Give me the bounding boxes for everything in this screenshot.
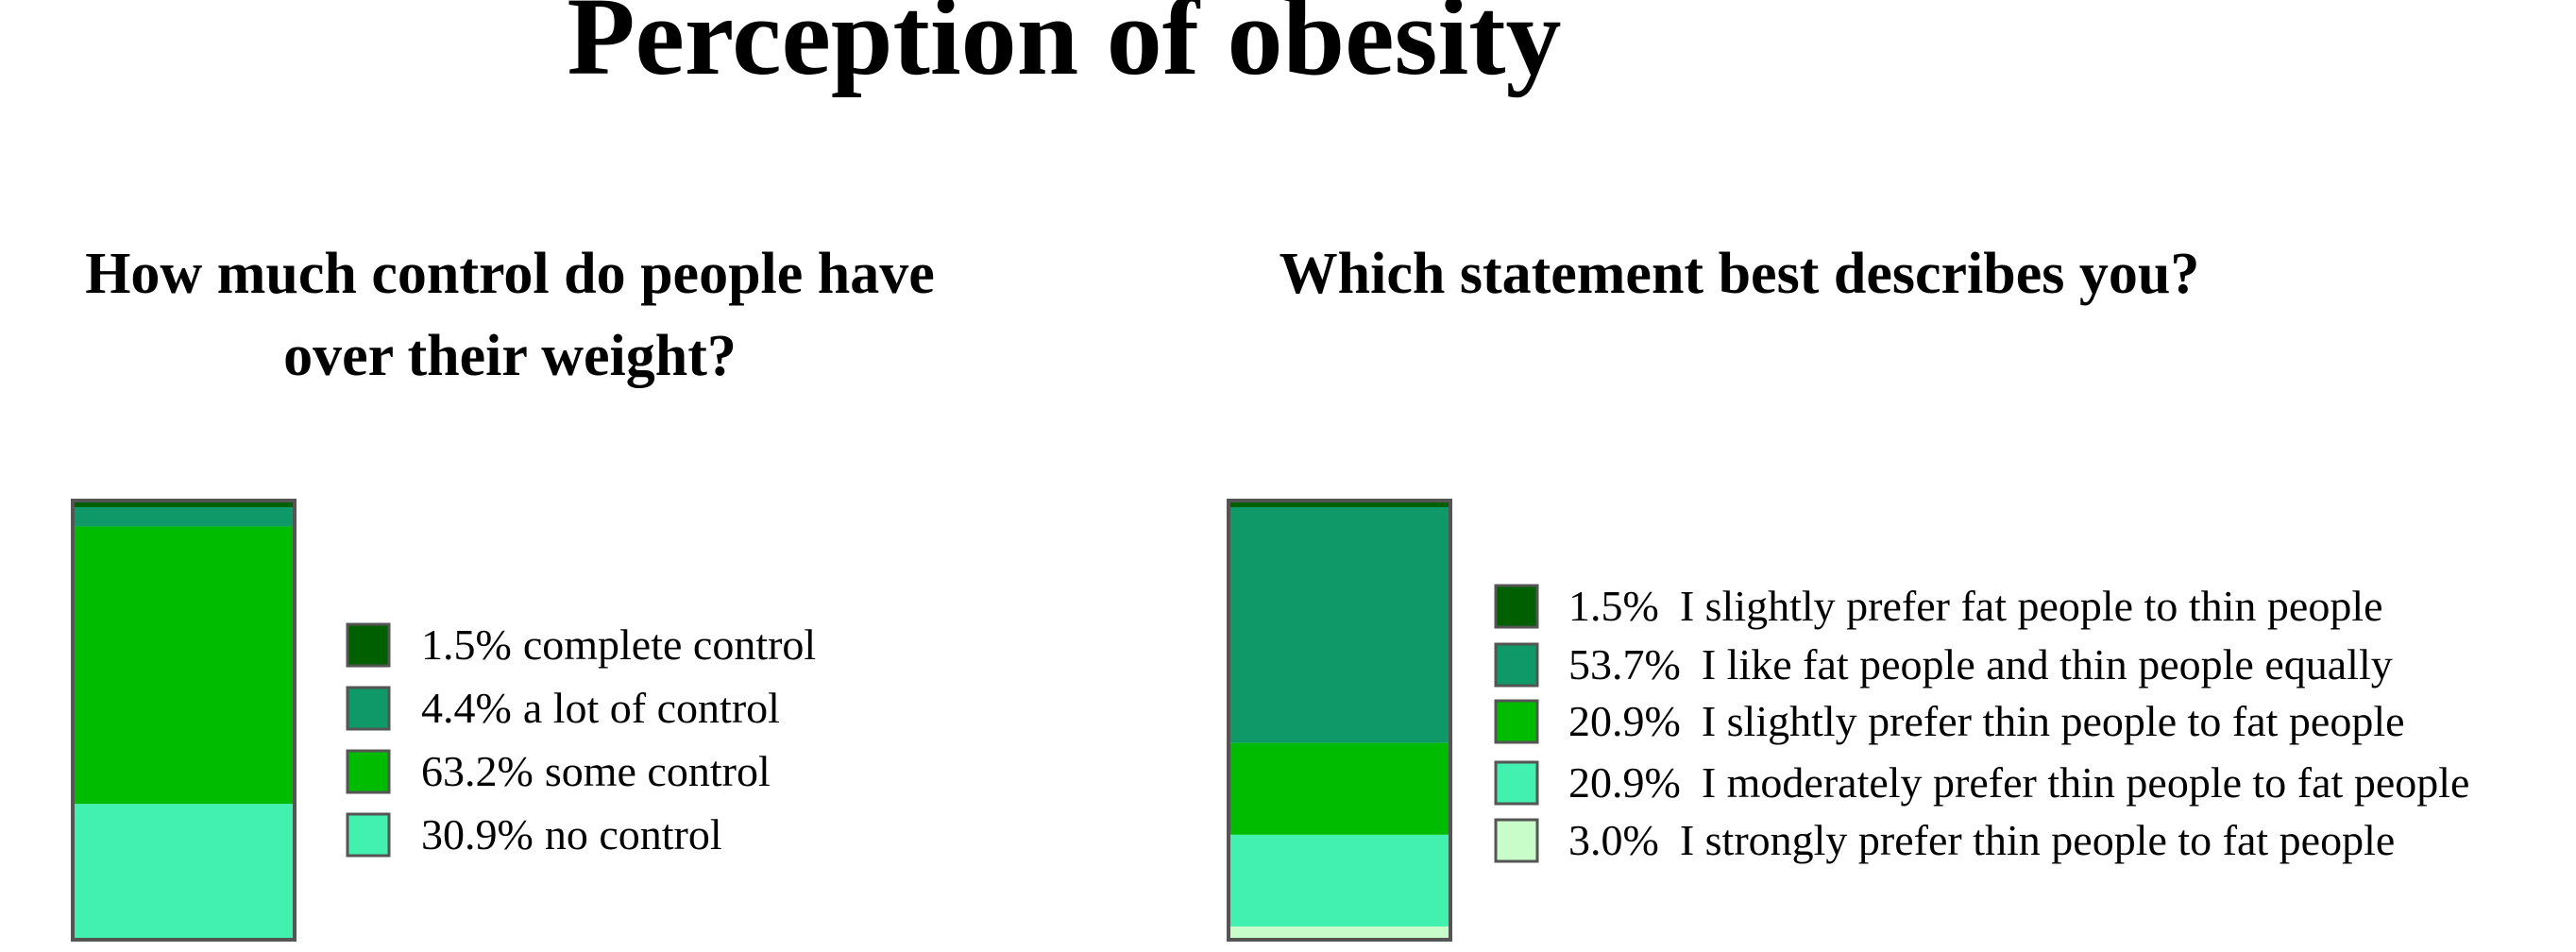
legend-value-label: 1.5% xyxy=(1568,582,1659,630)
bar-segment-some-control xyxy=(73,526,295,805)
legend-entry: 4.4% a lot of control xyxy=(421,684,780,732)
legend-value-label: 20.9% xyxy=(1568,758,1681,807)
legend-label: I moderately prefer thin people to fat p… xyxy=(1702,758,2470,807)
legend-entry: 3.0% I strongly prefer thin people to fat… xyxy=(1568,816,2395,864)
legend-swatch xyxy=(1494,584,1539,629)
chart-title: Perception of obesity xyxy=(567,0,1561,98)
legend-value-label: 53.7% xyxy=(1568,640,1681,688)
legend-swatch xyxy=(1494,760,1539,806)
legend-label: I slightly prefer fat people to thin peo… xyxy=(1680,582,2383,630)
legend-swatch xyxy=(1494,642,1539,688)
bar-segment-a-lot-of-control xyxy=(73,506,295,527)
legend-label: I slightly prefer thin people to fat peo… xyxy=(1702,697,2405,745)
legend-entry: 30.9% no control xyxy=(421,810,722,858)
legend-label: no control xyxy=(545,810,722,858)
subplot-title-line: Which statement best describes you? xyxy=(1280,242,2200,306)
legend-label: a lot of control xyxy=(523,684,780,732)
legend-entry: 20.9% I slightly prefer thin people to fa… xyxy=(1568,697,2405,745)
legend-entry: 1.5% complete control xyxy=(421,620,816,669)
legend-label: some control xyxy=(545,747,771,795)
legend-value-label: 20.9% xyxy=(1568,697,1681,745)
legend-swatch xyxy=(346,812,391,858)
bar-segment-i-strongly-prefer-thin-people-to-fat-people xyxy=(1229,926,1450,940)
legend-swatch xyxy=(346,622,391,668)
subplot-title-line: How much control do people have xyxy=(85,242,935,306)
bar-outline xyxy=(71,499,297,942)
legend-entry: 63.2% some control xyxy=(421,747,771,795)
legend-value-label: 1.5% xyxy=(421,620,512,669)
bar-segment-i-slightly-prefer-thin-people-to-fat-people xyxy=(1229,742,1450,835)
legend-entry: 53.7% I like fat people and thin people e… xyxy=(1568,640,2393,688)
legend-swatch xyxy=(346,686,391,731)
bar-outline xyxy=(1227,499,1452,942)
legend-entry: 20.9% I moderately prefer thin people to … xyxy=(1568,758,2469,807)
legend-value-label: 3.0% xyxy=(1568,816,1659,864)
control-chart: How much control do people have over thei… xyxy=(71,242,935,942)
bar-segment-i-moderately-prefer-thin-people-to-fat-people xyxy=(1229,834,1450,927)
legend-swatch xyxy=(1494,699,1539,744)
legend-entry: 1.5% I slightly prefer fat people to thin… xyxy=(1568,582,2383,630)
bar-segment-complete-control xyxy=(73,501,295,507)
legend-swatch xyxy=(346,749,391,794)
statement-chart: Which statement best describes you? 1.5% I… xyxy=(1227,242,2469,942)
subplot-title-line: over their weight? xyxy=(283,324,737,388)
legend-label: I like fat people and thin people equall… xyxy=(1702,640,2393,688)
legend-value-label: 63.2% xyxy=(421,747,534,795)
legend-label: complete control xyxy=(523,620,816,669)
bar-segment-i-like-fat-people-and-thin-people-equally xyxy=(1229,506,1450,743)
legend-swatch xyxy=(1494,818,1539,863)
bar-segment-no-control xyxy=(73,804,295,941)
legend-label: I strongly prefer thin people to fat peo… xyxy=(1680,816,2395,864)
legend-value-label: 4.4% xyxy=(421,684,512,732)
legend-value-label: 30.9% xyxy=(421,810,534,858)
bar-segment-i-slightly-prefer-fat-people-to-thin-people xyxy=(1229,501,1450,507)
